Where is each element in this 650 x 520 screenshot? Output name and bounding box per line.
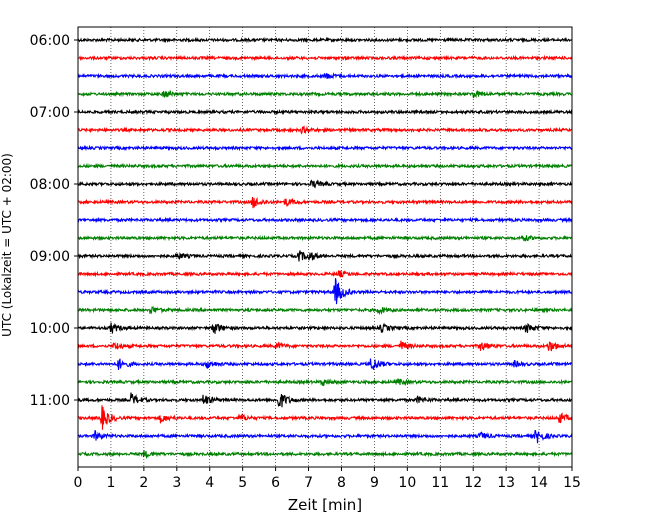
x-axis-label: Zeit [min] (288, 496, 362, 514)
trace-0730 (77, 144, 573, 152)
x-tick-label: 0 (74, 475, 83, 491)
trace-1100 (77, 392, 573, 408)
x-tick-label: 11 (431, 475, 449, 491)
trace-0745 (77, 162, 573, 170)
trace-1030 (77, 358, 573, 370)
trace-1115 (77, 405, 573, 430)
trace-1015 (77, 340, 573, 352)
trace-0945 (77, 305, 573, 316)
y-tick-label: 09:00 (30, 249, 70, 265)
trace-1130 (77, 430, 573, 444)
x-tick-label: 13 (497, 475, 515, 491)
trace-0715 (77, 125, 573, 135)
trace-0600 (77, 36, 573, 44)
trace-0800 (77, 179, 573, 189)
x-tick-label: 1 (106, 475, 115, 491)
x-tick-label: 4 (205, 475, 214, 491)
trace-0930 (77, 277, 573, 305)
x-tick-label: 15 (563, 475, 581, 491)
x-tick-label: 14 (530, 475, 548, 491)
y-tick-label: 08:00 (30, 177, 70, 193)
y-axis-label: UTC (Lokalzeit = UTC + 02:00) (0, 153, 14, 337)
x-tick-label: 10 (398, 475, 416, 491)
trace-1000 (77, 322, 573, 335)
trace-0900 (77, 250, 573, 262)
trace-0700 (77, 108, 573, 116)
y-tick-label: 10:00 (30, 321, 70, 337)
trace-0815 (77, 196, 573, 209)
trace-0630 (77, 72, 573, 80)
x-tick-label: 9 (370, 475, 379, 491)
plot-frame (77, 26, 573, 468)
y-tick-label: 11:00 (30, 393, 70, 409)
trace-1145 (77, 450, 573, 460)
y-tick-label: 06:00 (30, 33, 70, 49)
trace-0915 (77, 270, 573, 278)
y-tick-label: 07:00 (30, 105, 70, 121)
x-tick-group: 0 1 2 3 4 5 6 7 8 9 10 11 12 13 14 15 (74, 467, 581, 491)
trace-0845 (77, 234, 573, 242)
x-tick-label: 2 (139, 475, 148, 491)
x-tick-label: 8 (337, 475, 346, 491)
grid-group (110, 27, 540, 467)
trace-0830 (77, 216, 573, 224)
trace-group (77, 36, 573, 460)
x-tick-label: 7 (304, 475, 313, 491)
trace-1045 (77, 378, 573, 387)
trace-0645 (77, 89, 573, 99)
x-tick-label: 12 (464, 475, 482, 491)
x-tick-label: 3 (172, 475, 181, 491)
x-tick-label: 6 (271, 475, 280, 491)
trace-0615 (77, 54, 573, 62)
x-tick-label: 5 (238, 475, 247, 491)
y-tick-group: 06:00 07:00 08:00 09:00 10:00 11:00 (30, 33, 78, 409)
